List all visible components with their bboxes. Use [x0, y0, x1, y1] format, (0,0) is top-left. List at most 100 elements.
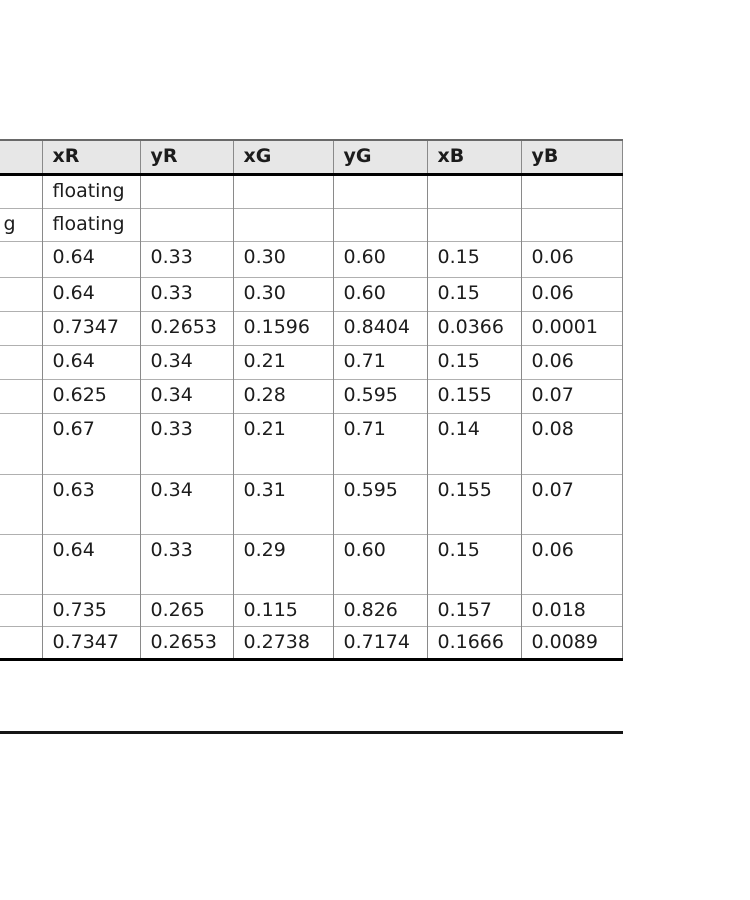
table-cell: 0.625 — [41, 378, 140, 413]
table-cell: 0.06 — [520, 533, 623, 594]
table-cell — [520, 174, 623, 208]
table-cell — [332, 207, 427, 241]
table-cell: 0.2653 — [139, 310, 233, 345]
table-cell: 0.15 — [426, 276, 521, 311]
table-cell: 0.63 — [41, 473, 140, 534]
table-cell: 0.06 — [520, 276, 623, 311]
table-cell: 0.34 — [139, 378, 233, 413]
table-row: 0.735 0.265 0.115 0.826 0.157 0.018 — [0, 593, 623, 626]
table-cell: 0.64 — [41, 344, 140, 379]
table-cell: 0.30 — [232, 240, 333, 277]
table-cell: 0.33 — [139, 412, 233, 474]
table-row: 0.64 0.33 0.30 0.60 0.15 0.06 — [0, 276, 623, 311]
table-row: 0.64 0.34 0.21 0.71 0.15 0.06 — [0, 344, 623, 379]
table-cell — [520, 207, 623, 241]
table-cell: 0.33 — [139, 276, 233, 311]
row-label-clipped: g — [0, 207, 42, 241]
table-cell: 0.28 — [232, 378, 333, 413]
table-cell — [426, 207, 521, 241]
table-cell: 0.60 — [332, 240, 427, 277]
table-cell: 0.15 — [426, 344, 521, 379]
table-cell: 0.06 — [520, 344, 623, 379]
table-cell: 0.60 — [332, 276, 427, 311]
column-header: xG — [232, 139, 333, 176]
row-label-clipped — [0, 240, 42, 277]
table-cell: 0.64 — [41, 276, 140, 311]
table-cell: 0.30 — [232, 276, 333, 311]
table-cell: 0.07 — [520, 473, 623, 534]
table-cell — [139, 174, 233, 208]
table-cell: 0.07 — [520, 378, 623, 413]
column-header-clipped — [0, 139, 42, 176]
table-cell: 0.115 — [232, 593, 333, 626]
row-label-clipped — [0, 533, 42, 594]
column-header: xB — [426, 139, 521, 176]
table-cell: 0.21 — [232, 344, 333, 379]
column-header: yB — [520, 139, 623, 176]
table-cell — [426, 174, 521, 208]
table-row: floating — [0, 174, 623, 208]
table-cell: 0.29 — [232, 533, 333, 594]
table-cell: 0.155 — [426, 378, 521, 413]
table-cell — [332, 174, 427, 208]
chromaticity-table: xR yR xG yG xB yB floating g floating 0.64 0.33 0.… — [0, 139, 623, 661]
table-row: 0.625 0.34 0.28 0.595 0.155 0.07 — [0, 378, 623, 413]
table-cell: 0.06 — [520, 240, 623, 277]
row-label-clipped — [0, 412, 42, 474]
table-cell: 0.34 — [139, 473, 233, 534]
table-cell: 0.34 — [139, 344, 233, 379]
row-label-clipped — [0, 473, 42, 534]
table-cell — [139, 207, 233, 241]
table-cell: 0.71 — [332, 344, 427, 379]
table-cell: 0.14 — [426, 412, 521, 474]
table-cell: 0.826 — [332, 593, 427, 626]
table-cell: 0.7347 — [41, 310, 140, 345]
table-cell — [232, 207, 333, 241]
row-label-clipped — [0, 344, 42, 379]
table-cell: 0.60 — [332, 533, 427, 594]
table-cell: 0.157 — [426, 593, 521, 626]
table-cell: 0.64 — [41, 533, 140, 594]
row-label-clipped — [0, 625, 42, 661]
row-label-clipped — [0, 310, 42, 345]
table-cell: 0.08 — [520, 412, 623, 474]
header-row: xR yR xG yG xB yB — [0, 139, 623, 176]
table-cell: 0.71 — [332, 412, 427, 474]
table-cell: floating — [41, 174, 140, 208]
table-row: 0.7347 0.2653 0.1596 0.8404 0.0366 0.0001 — [0, 310, 623, 345]
table-row: 0.63 0.34 0.31 0.595 0.155 0.07 — [0, 473, 623, 534]
table-cell: 0.67 — [41, 412, 140, 474]
table-cell: 0.1596 — [232, 310, 333, 345]
table-cell: 0.15 — [426, 240, 521, 277]
column-header: yG — [332, 139, 427, 176]
table-cell: 0.15 — [426, 533, 521, 594]
table-cell: 0.33 — [139, 533, 233, 594]
table-cell: 0.595 — [332, 378, 427, 413]
table-cell: 0.2653 — [139, 625, 233, 661]
table-cell: 0.7347 — [41, 625, 140, 661]
table-row: 0.67 0.33 0.21 0.71 0.14 0.08 — [0, 412, 623, 474]
row-label-clipped — [0, 276, 42, 311]
table-row: 0.64 0.33 0.30 0.60 0.15 0.06 — [0, 240, 623, 277]
table-row: 0.64 0.33 0.29 0.60 0.15 0.06 — [0, 533, 623, 594]
table-cell: 0.33 — [139, 240, 233, 277]
table-cell: 0.265 — [139, 593, 233, 626]
table-cell: 0.595 — [332, 473, 427, 534]
table-cell: 0.0001 — [520, 310, 623, 345]
table-cell: 0.0366 — [426, 310, 521, 345]
column-header: xR — [41, 139, 140, 176]
table-header-row: xR yR xG yG xB yB — [0, 139, 623, 176]
table-cell: 0.0089 — [520, 625, 623, 661]
table-cell: 0.7174 — [332, 625, 427, 661]
table-cell: 0.8404 — [332, 310, 427, 345]
table-row: g floating — [0, 207, 623, 241]
row-label-clipped — [0, 593, 42, 626]
table-row: 0.7347 0.2653 0.2738 0.7174 0.1666 0.0089 — [0, 625, 623, 661]
table-cell: 0.31 — [232, 473, 333, 534]
section-divider-rule — [0, 731, 623, 734]
row-label-clipped — [0, 378, 42, 413]
table-cell — [232, 174, 333, 208]
row-label-clipped — [0, 174, 42, 208]
table-cell: 0.1666 — [426, 625, 521, 661]
